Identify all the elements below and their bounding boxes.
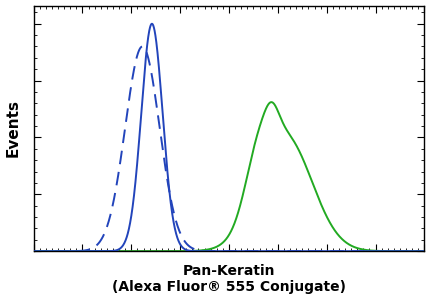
Y-axis label: Events: Events xyxy=(6,99,21,158)
X-axis label: Pan-Keratin
(Alexa Fluor® 555 Conjugate): Pan-Keratin (Alexa Fluor® 555 Conjugate) xyxy=(112,264,346,294)
